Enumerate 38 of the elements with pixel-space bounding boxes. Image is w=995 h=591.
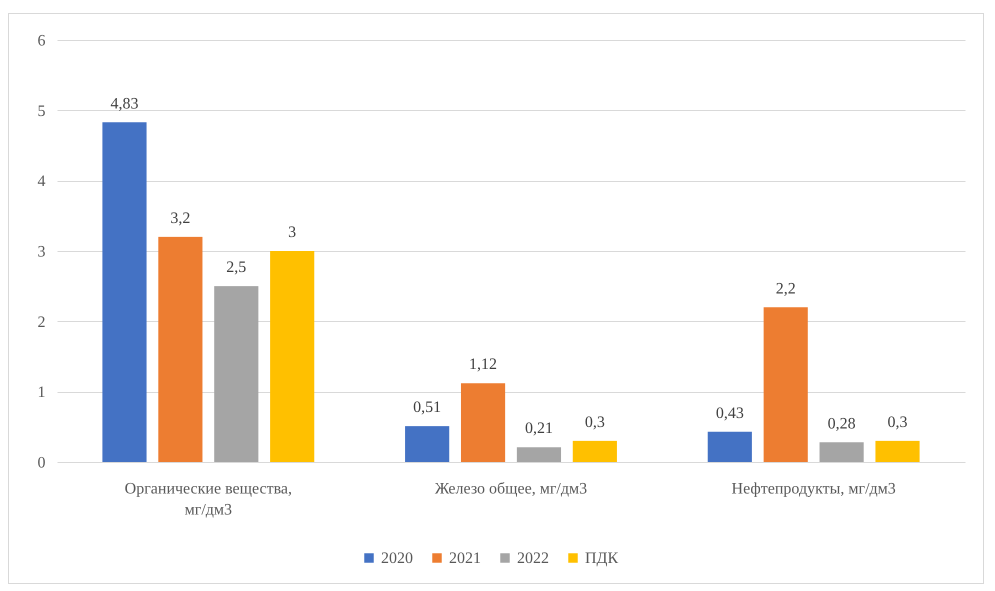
legend-label: 2021 (449, 550, 481, 567)
bar (708, 432, 752, 462)
bar (102, 122, 147, 462)
bar (764, 307, 808, 462)
y-tick-label: 6 (38, 32, 46, 50)
bar (270, 251, 314, 462)
data-label: 3 (288, 224, 296, 241)
y-tick-label: 3 (38, 244, 46, 260)
y-tick-label: 0 (38, 454, 46, 472)
data-label: 0,51 (413, 399, 442, 416)
x-tick-label: Нефтепродукты, мг/дм3 (732, 480, 896, 498)
bar (820, 442, 864, 462)
legend-label: ПДК (585, 550, 618, 567)
bar (516, 447, 562, 462)
bar (460, 383, 506, 462)
legend-label: 2020 (381, 550, 413, 567)
y-tick-label: 1 (38, 384, 46, 402)
data-label: 0,43 (716, 404, 744, 422)
y-tick-label: 4 (38, 173, 46, 190)
bar (158, 236, 202, 462)
data-label: 0,21 (524, 420, 553, 438)
data-label: 2,5 (226, 259, 246, 276)
bar (214, 286, 258, 462)
data-label: 4,83 (110, 95, 138, 112)
data-label: 1,12 (469, 356, 498, 374)
data-label: 0,3 (888, 414, 908, 431)
bar (572, 440, 617, 462)
y-tick-label: 5 (38, 102, 46, 120)
data-label: 3,2 (170, 210, 190, 227)
bar (405, 426, 450, 462)
legend-label: 2022 (517, 550, 549, 567)
y-tick-label: 2 (38, 314, 46, 331)
bar (875, 440, 920, 462)
x-tick-label: Железо общее, мг/дм3 (434, 480, 588, 498)
data-label: 0,3 (584, 414, 605, 431)
data-label: 0,28 (828, 415, 856, 432)
data-label: 2,2 (776, 280, 796, 298)
x-tick-label: Органические вещества, мг/дм3 (124, 480, 292, 518)
